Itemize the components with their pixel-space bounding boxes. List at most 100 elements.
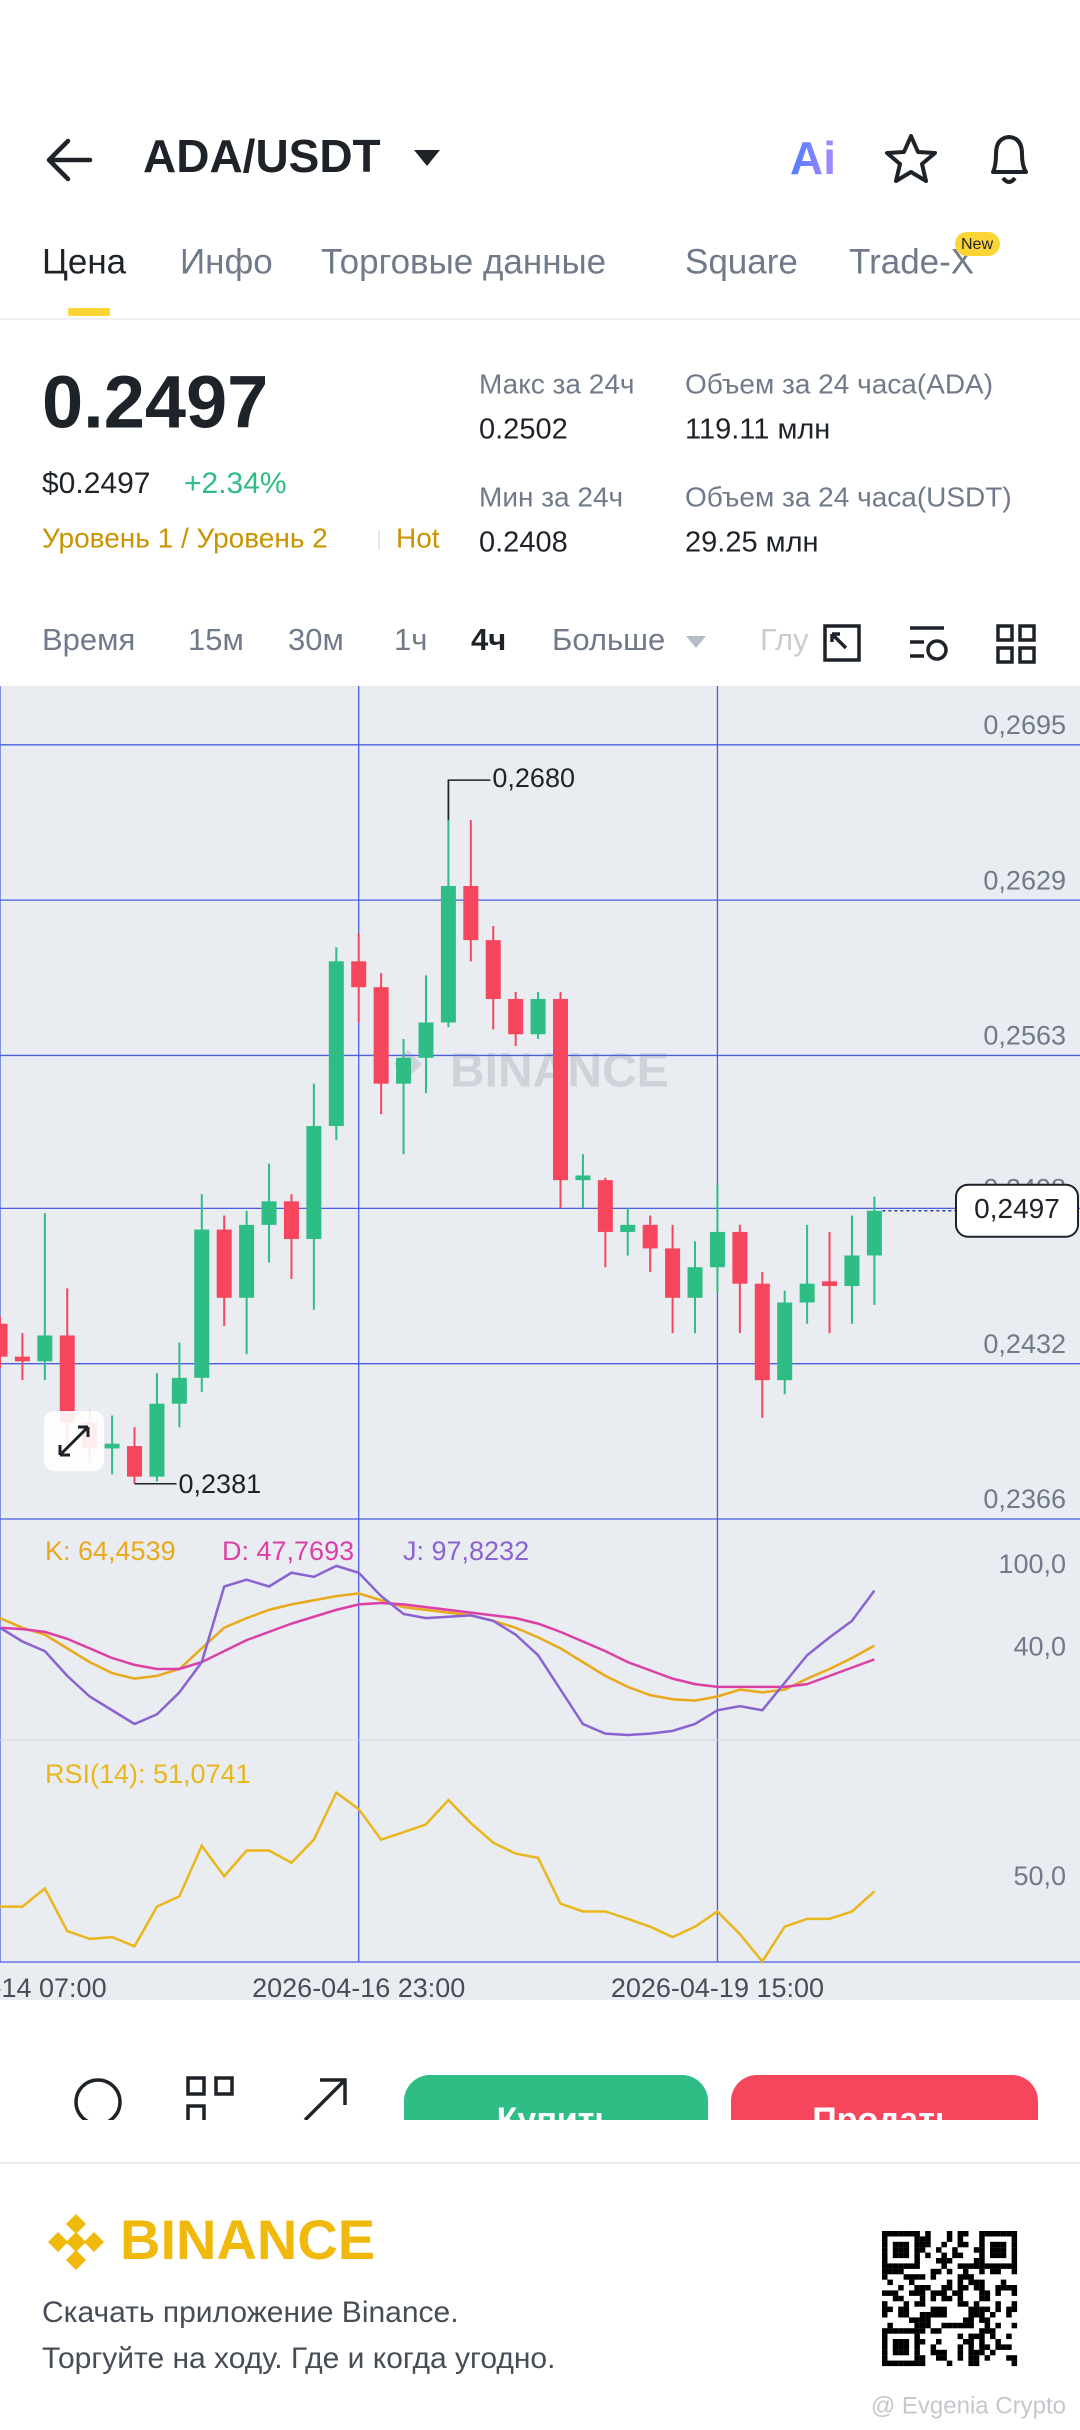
buy-button[interactable] — [404, 2075, 708, 2155]
qr-cell — [941, 2349, 947, 2356]
timeframe[interactable]: Время — [42, 622, 135, 657]
qr-cell — [898, 2339, 904, 2345]
qr-cell — [882, 2241, 888, 2248]
qr-cell — [941, 2290, 947, 2296]
qr-cell — [995, 2290, 1001, 2296]
high-pointer — [447, 779, 491, 821]
qr-cell — [936, 2306, 942, 2313]
sell-button[interactable] — [731, 2075, 1038, 2155]
qr-cell — [968, 2322, 974, 2329]
qr-cell — [941, 2241, 947, 2248]
apps-button[interactable] — [186, 2076, 234, 2122]
qr-cell — [984, 2290, 991, 2296]
qr-cell — [925, 2231, 931, 2237]
candle-body — [822, 1281, 838, 1287]
qr-cell — [995, 2306, 1001, 2313]
qr-cell — [882, 2252, 888, 2259]
qr-cell — [930, 2328, 937, 2334]
qr-cell — [990, 2328, 996, 2334]
timeframe[interactable]: 1ч — [394, 622, 427, 657]
qr-cell — [936, 2339, 942, 2345]
qr-cell — [952, 2290, 958, 2296]
qr-cell — [963, 2263, 969, 2269]
qr-cell — [882, 2333, 888, 2340]
candle-body — [127, 1446, 143, 1477]
qr-cell — [898, 2263, 904, 2269]
qr-cell — [898, 2349, 904, 2356]
trade-button[interactable] — [303, 2078, 347, 2120]
tab[interactable]: Square — [685, 242, 798, 281]
timeframe[interactable]: Глу — [760, 622, 809, 657]
qr-cell — [903, 2306, 910, 2313]
candle-body — [777, 1302, 793, 1381]
tab[interactable]: Цена — [42, 242, 127, 281]
qr-cell — [990, 2268, 996, 2275]
qr-cell — [1011, 2247, 1018, 2253]
fullscreen-tool[interactable] — [823, 624, 861, 662]
qr-cell — [919, 2285, 926, 2291]
new-badge — [955, 232, 1000, 256]
indicator-legend: K: 64,4539 — [45, 1536, 176, 1566]
qr-cell — [914, 2339, 920, 2345]
tab[interactable]: Торговые данные — [321, 242, 606, 281]
favorite-button[interactable] — [885, 134, 937, 183]
qr-cell — [1011, 2306, 1018, 2313]
qr-cell — [919, 2355, 926, 2361]
qr-cell — [1011, 2290, 1018, 2296]
qr-cell — [1011, 2241, 1018, 2248]
qr-cell — [979, 2344, 985, 2350]
qr-cell — [946, 2258, 953, 2264]
candle-body — [687, 1267, 703, 1298]
layout-tool[interactable] — [996, 624, 1036, 664]
level-tag[interactable]: Уровень 1 / Уровень 2 — [42, 522, 328, 553]
back-button[interactable] — [46, 138, 93, 182]
qr-cell — [946, 2279, 953, 2286]
qr-cell — [892, 2295, 899, 2302]
qr-cell — [979, 2306, 985, 2313]
hot-tag[interactable]: Hot — [396, 522, 440, 553]
candle-body — [328, 961, 344, 1127]
alert-button[interactable] — [991, 135, 1028, 184]
pair-title[interactable]: ADA/USDT — [143, 130, 381, 182]
qr-cell — [995, 2252, 1001, 2259]
stat-label: Объем за 24 часа(USDT) — [685, 481, 1012, 512]
y-tick-label: 0,2432 — [983, 1329, 1066, 1359]
tab[interactable]: Инфо — [180, 242, 273, 281]
qr-cell — [990, 2333, 996, 2340]
timeframe[interactable]: 15м — [188, 622, 244, 657]
qr-cell — [952, 2252, 958, 2259]
qr-cell — [882, 2268, 888, 2275]
stat-value: 0.2502 — [479, 414, 568, 446]
qr-cell — [1006, 2306, 1012, 2313]
qr-cell — [882, 2236, 888, 2242]
sell-label[interactable]: Продать — [812, 2101, 956, 2139]
buy-label[interactable]: Купить — [497, 2101, 616, 2139]
qr-cell — [914, 2236, 920, 2242]
qr-cell — [914, 2241, 920, 2248]
indicator-tool[interactable] — [910, 626, 944, 658]
qr-cell — [957, 2349, 964, 2356]
qr-cell — [919, 2274, 926, 2280]
candle-body — [149, 1403, 165, 1477]
qr-cell — [887, 2322, 893, 2329]
tab[interactable]: Trade-X — [849, 242, 974, 281]
qr-cell — [941, 2285, 947, 2291]
qr-cell — [941, 2263, 947, 2269]
timeframe[interactable]: 30м — [288, 622, 344, 657]
timeframe[interactable]: Больше — [552, 622, 665, 657]
qr-cell — [979, 2252, 985, 2259]
qr-cell — [898, 2312, 904, 2318]
qr-cell — [882, 2306, 888, 2313]
ai-button[interactable]: Ai — [790, 132, 836, 184]
qr-cell — [957, 2263, 964, 2269]
qr-cell — [973, 2285, 980, 2291]
timeframe[interactable]: 4ч — [471, 622, 506, 657]
qr-cell — [930, 2268, 937, 2275]
pair-dropdown[interactable] — [414, 150, 440, 166]
qr-cell — [1006, 2355, 1012, 2361]
qr-cell — [1011, 2231, 1018, 2237]
chat-button[interactable] — [74, 2078, 122, 2124]
qr-cell — [957, 2322, 964, 2329]
qr-cell — [936, 2247, 942, 2253]
settings-tool[interactable] — [926, 639, 948, 661]
